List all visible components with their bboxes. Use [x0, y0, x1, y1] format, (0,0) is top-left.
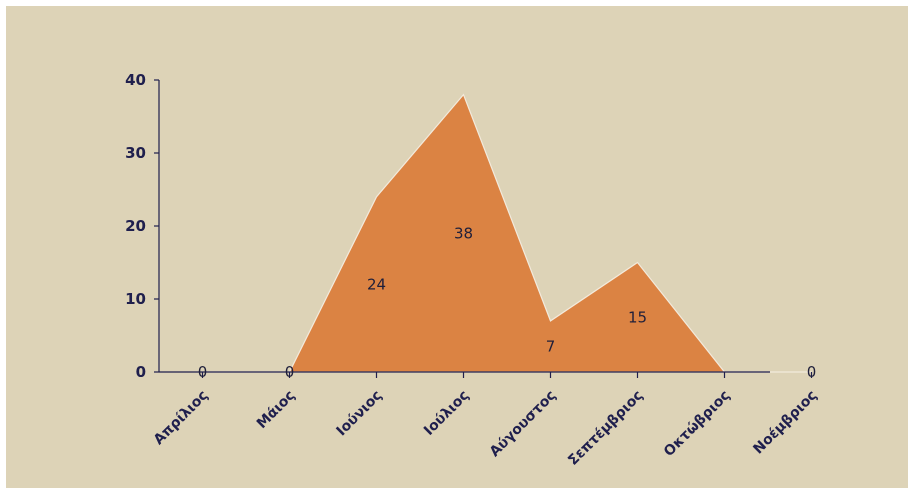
data-label: 7 [546, 337, 556, 355]
axis-layer [154, 79, 813, 378]
area-layer [202, 93, 812, 373]
area-series [202, 93, 812, 373]
data-label: 15 [628, 308, 647, 326]
data-label: 24 [367, 275, 386, 293]
data-label: 0 [285, 363, 295, 381]
y-tick-label: 0 [136, 363, 146, 381]
y-tick-label: 30 [125, 144, 146, 162]
data-label: 38 [454, 224, 473, 242]
y-tick-label: 20 [125, 217, 146, 235]
y-tick-label: 10 [125, 290, 146, 308]
y-tick-label: 40 [125, 71, 146, 89]
data-label: 0 [807, 363, 817, 381]
data-label: 0 [198, 363, 208, 381]
